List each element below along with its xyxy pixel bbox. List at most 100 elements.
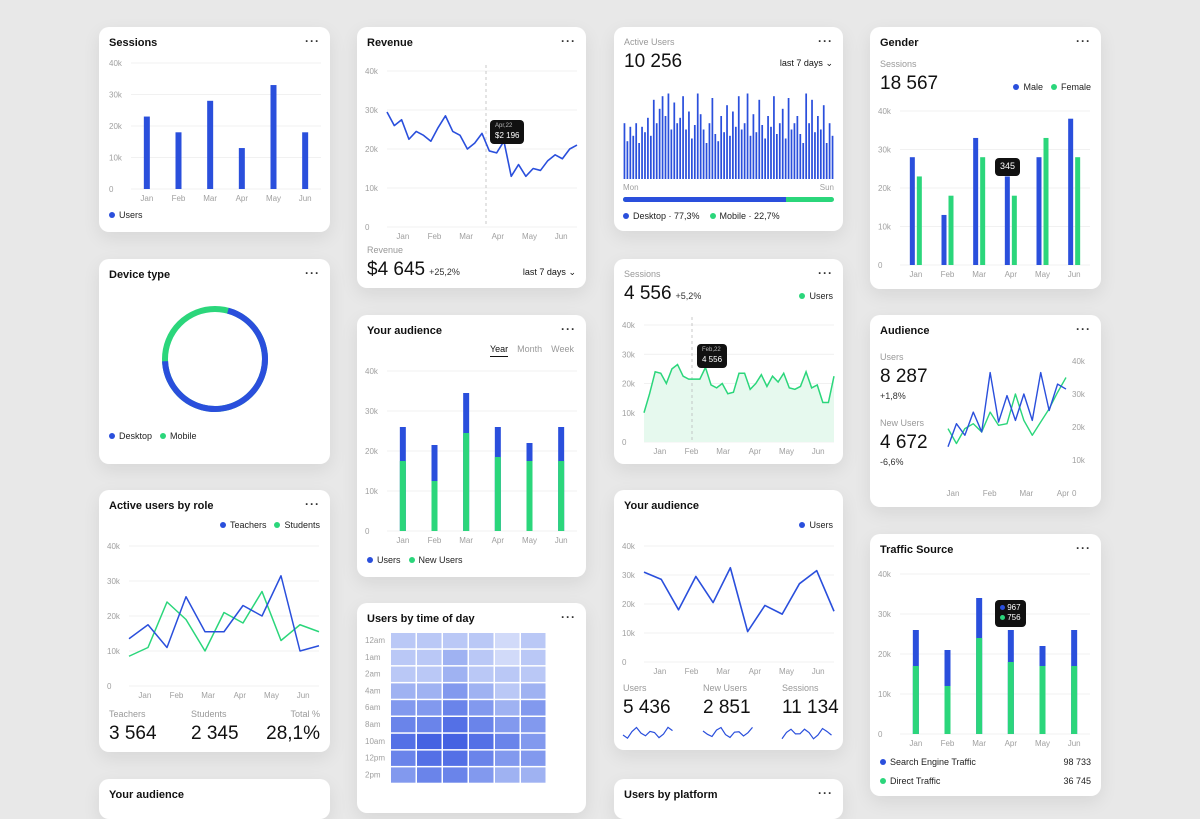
x-tick-label: May <box>1035 270 1050 279</box>
users-label: Users <box>880 352 904 362</box>
card-title: Revenue <box>367 37 413 49</box>
x-tick-label: Apr <box>749 667 762 676</box>
tab-year[interactable]: Year <box>489 344 509 357</box>
more-menu-icon[interactable]: ··· <box>1076 34 1091 48</box>
users-line <box>643 566 835 633</box>
heat-cell <box>495 700 520 716</box>
bar <box>764 138 766 179</box>
bar <box>691 138 693 179</box>
card-title: Your audience <box>367 325 442 337</box>
bar <box>808 123 810 179</box>
sessions-card: Sessions ··· 0 10k 20k 30k 40k Jan Feb Mar Apr Ma… <box>99 27 330 232</box>
stat-label: Sessions <box>782 683 819 693</box>
audience-line-chart: 0 10k 20k 30k 40k Jan Feb Mar Apr May Jun <box>622 542 835 676</box>
range-dropdown[interactable]: last 7 days ⌄ <box>523 267 576 278</box>
heat-cell <box>417 733 442 750</box>
hour-label: 12pm <box>365 754 385 763</box>
x-tick-label: Jun <box>555 232 568 241</box>
stat-value: 2 345 <box>191 723 239 744</box>
gender-legend: Male Female <box>1013 82 1091 92</box>
legend-users: Users <box>799 291 833 301</box>
source-label: Direct Traffic <box>890 776 941 786</box>
sessions-summary: 4 556 +5,2% <box>624 283 701 305</box>
bar <box>649 135 652 179</box>
card-title: Device type <box>109 269 171 281</box>
users-value: 8 287 <box>880 366 928 387</box>
heat-cell <box>495 733 520 750</box>
heat-cell <box>443 666 468 682</box>
bar <box>781 108 784 179</box>
chevron-down-icon: ⌄ <box>825 58 833 68</box>
legend-dot-icon <box>160 433 167 439</box>
source-value: 36 745 <box>1063 776 1091 786</box>
source-value: 98 733 <box>1063 757 1091 767</box>
y-tick-label: 0 <box>109 185 114 194</box>
bar <box>696 93 699 179</box>
heat-cell <box>391 666 416 682</box>
more-menu-icon[interactable]: ··· <box>1076 541 1091 555</box>
more-menu-icon[interactable]: ··· <box>818 786 833 800</box>
y-tick-label: 10k <box>1072 456 1086 465</box>
sessions-chart: 0 10k 20k 30k 40k Jan Feb Mar Apr May Jun <box>109 59 321 203</box>
bar <box>685 129 687 179</box>
more-menu-icon[interactable]: ··· <box>818 266 833 280</box>
legend-label: Users <box>377 555 401 565</box>
heat-cell <box>443 750 468 766</box>
y-tick-label: 0 <box>878 730 883 739</box>
more-menu-icon[interactable]: ··· <box>561 610 576 624</box>
bar-new-users <box>494 457 501 531</box>
stat-value: 3 564 <box>109 723 157 744</box>
heat-cell <box>521 649 546 666</box>
active-users-value: 10 256 <box>624 51 683 72</box>
more-menu-icon[interactable]: ··· <box>561 34 576 48</box>
heat-cell <box>495 717 520 733</box>
x-tick-label: Jan <box>909 270 922 279</box>
bar <box>714 134 717 179</box>
more-menu-icon[interactable]: ··· <box>561 322 576 336</box>
more-menu-icon[interactable]: ··· <box>1076 322 1091 336</box>
x-tick-label: Jun <box>299 194 312 203</box>
more-menu-icon[interactable]: ··· <box>305 34 320 48</box>
legend-dot-icon <box>367 557 373 563</box>
range-label: last 7 days <box>779 58 823 68</box>
x-tick-label: Apr <box>1057 489 1070 498</box>
y-tick-label: 0 <box>107 682 112 691</box>
more-menu-icon[interactable]: ··· <box>305 497 320 511</box>
stat-label: Teachers <box>109 709 146 719</box>
more-menu-icon[interactable]: ··· <box>818 34 833 48</box>
legend-direct: Direct Traffic <box>880 776 940 786</box>
bar <box>661 96 664 179</box>
traffic-tooltip: 967 756 <box>995 600 1026 627</box>
audience-card: Audience ··· Users 8 287 +1,8% New Users… <box>870 315 1101 507</box>
x-tick-label: Mar <box>459 536 473 545</box>
sparkline <box>622 726 673 740</box>
heat-cell <box>391 683 416 699</box>
bar <box>831 135 834 179</box>
heat-cell <box>495 750 520 766</box>
legend-desktop: Desktop <box>109 431 152 441</box>
bar-female <box>1075 157 1081 265</box>
range-dropdown[interactable]: last 7 days ⌄ <box>780 58 833 69</box>
more-menu-icon[interactable]: ··· <box>305 266 320 280</box>
users-change: +1,8% <box>880 391 906 401</box>
bar <box>761 125 764 179</box>
bar <box>708 123 711 179</box>
tooltip-row-blue: 967 <box>1000 603 1021 613</box>
y-tick-label: 30k <box>878 610 892 619</box>
bar <box>702 129 705 179</box>
bar <box>802 143 805 179</box>
heat-cell <box>495 666 520 682</box>
x-tick-label: Jun <box>812 667 825 676</box>
x-tick-label: Apr <box>492 536 505 545</box>
x-tick-label: May <box>779 447 794 456</box>
share-bar <box>623 197 834 202</box>
bar <box>679 117 682 179</box>
legend-male: Male <box>1013 82 1043 92</box>
stat-value: 5 436 <box>623 697 671 718</box>
heat-cell <box>443 767 468 783</box>
heat-cell <box>495 683 520 699</box>
tab-week[interactable]: Week <box>551 344 574 354</box>
legend-label: Teachers <box>229 520 267 530</box>
tab-month[interactable]: Month <box>517 344 543 354</box>
bar <box>676 123 679 179</box>
